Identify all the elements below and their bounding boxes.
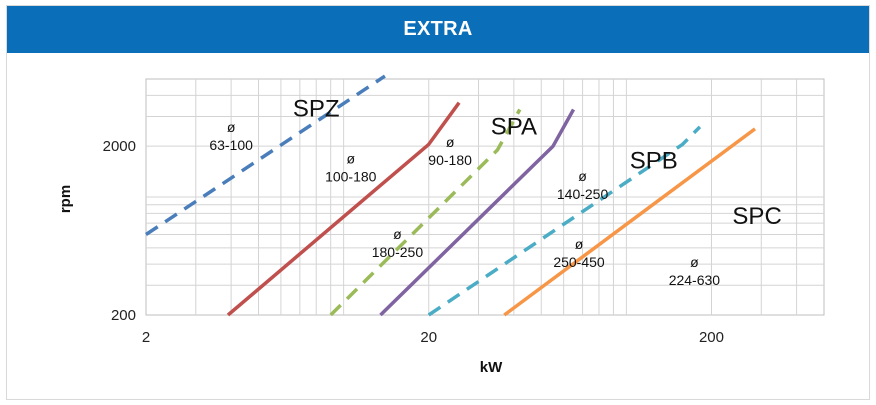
y-tick-label: 200: [111, 307, 136, 324]
diameter-symbol: ø: [578, 168, 587, 184]
diameter-symbol: ø: [393, 226, 402, 242]
tick-labels: 2 20 200 200 2000: [103, 138, 724, 346]
diameter-range-label: 250-450: [553, 254, 605, 270]
x-axis-title: kW: [480, 359, 503, 376]
diameter-range-label: 100-180: [325, 168, 377, 184]
series-line-3: [329, 108, 522, 317]
x-tick-label: 2: [142, 329, 150, 346]
chart-title: EXTRA: [403, 18, 473, 40]
y-tick-label: 2000: [103, 138, 136, 155]
series-label-spb: SPB: [630, 147, 678, 174]
series-line-1: [145, 74, 386, 236]
diameter-annotation: ø 140-250: [557, 168, 609, 202]
diameter-range-label: 224-630: [669, 272, 721, 288]
annotations: ø 63-100 ø 100-180 ø 90-180 ø 140-250 ø 180-250 ø 2…: [209, 119, 720, 288]
diameter-range-label: 63-100: [209, 137, 253, 153]
diameter-annotation: ø 100-180: [325, 150, 377, 184]
series-label-spa: SPA: [491, 113, 537, 140]
diameter-range-label: 180-250: [372, 244, 424, 260]
series-labels: SPZ SPA SPB SPC: [293, 95, 782, 230]
diameter-symbol: ø: [347, 150, 356, 166]
diameter-annotation: ø 63-100: [209, 119, 253, 153]
series-label-spc: SPC: [732, 203, 781, 230]
diameter-range-label: 140-250: [557, 186, 609, 202]
diameter-annotation: ø 90-180: [428, 134, 472, 168]
diameter-annotation: ø 250-450: [553, 236, 605, 270]
y-axis-title: rpm: [57, 185, 74, 213]
diameter-range-label: 90-180: [428, 152, 472, 168]
diameter-symbol: ø: [227, 119, 236, 135]
chart-header: EXTRA: [7, 6, 869, 53]
series-line-4: [379, 108, 576, 317]
x-tick-label: 20: [420, 329, 437, 346]
diameter-symbol: ø: [446, 134, 455, 150]
x-tick-label: 200: [699, 329, 724, 346]
diameter-symbol: ø: [690, 254, 699, 270]
series-lines: [145, 74, 757, 317]
diameter-annotation: ø 224-630: [669, 254, 721, 288]
diameter-annotation: ø 180-250: [372, 226, 424, 260]
series-line-6: [503, 127, 757, 317]
diameter-symbol: ø: [575, 236, 584, 252]
series-label-spz: SPZ: [293, 95, 340, 122]
series-line-2: [226, 101, 461, 317]
series-line-5: [427, 125, 702, 317]
